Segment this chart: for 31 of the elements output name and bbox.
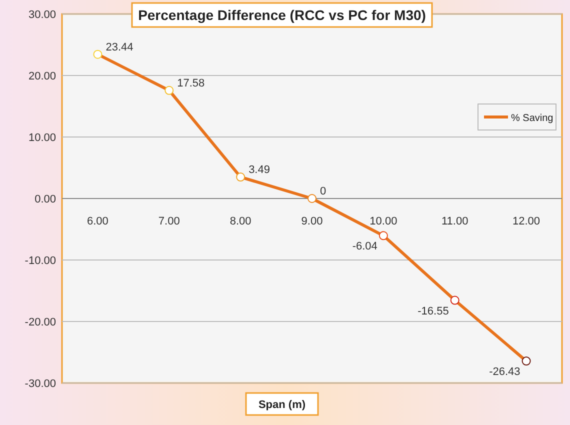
x-tick-label: 7.00 — [158, 216, 180, 228]
x-tick-label: 6.00 — [87, 216, 108, 228]
legend-label: % Saving — [511, 113, 554, 124]
data-label: -16.55 — [418, 305, 449, 318]
data-label: -26.43 — [489, 366, 520, 378]
x-tick-label: 8.00 — [230, 216, 252, 228]
x-tick-label: 9.00 — [301, 216, 323, 228]
data-label: -6.04 — [352, 240, 378, 253]
point — [93, 50, 102, 59]
data-label: 23.44 — [106, 41, 134, 54]
x-tick-label: 10.00 — [370, 216, 398, 228]
point — [450, 296, 460, 305]
point — [164, 86, 174, 95]
x-axis-title: Span (m) — [258, 399, 306, 411]
point — [378, 231, 388, 240]
data-label: 17.58 — [177, 77, 205, 90]
data-label: 3.49 — [248, 164, 270, 176]
point — [236, 172, 246, 182]
y-tick-label: -20.00 — [24, 316, 56, 328]
x-tick-label: 11.00 — [442, 216, 468, 228]
y-tick-label: -30.00 — [24, 378, 56, 390]
point — [522, 356, 531, 366]
y-tick-label: 20.00 — [28, 70, 56, 82]
data-label: 0 — [320, 186, 326, 198]
point — [308, 194, 316, 203]
y-tick-label: 0.00 — [34, 193, 56, 206]
chart-title: Percentage Difference (RCC vs PC for M30) — [138, 7, 426, 23]
x-tick-label: 12.00 — [512, 216, 540, 228]
y-tick-label: 30.00 — [28, 8, 56, 21]
y-tick-label: 10.00 — [28, 132, 56, 144]
y-tick-label: -10.00 — [24, 254, 56, 267]
